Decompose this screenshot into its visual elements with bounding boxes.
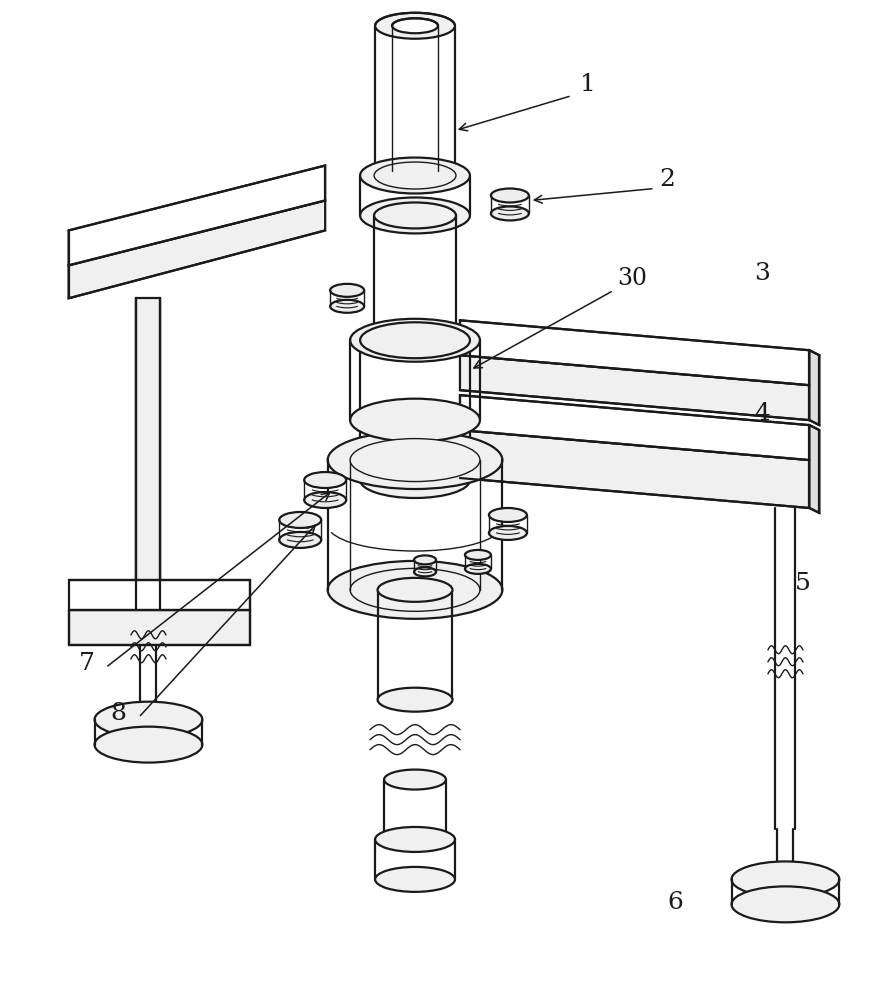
Ellipse shape [375,163,455,188]
Text: 6: 6 [668,891,684,914]
Ellipse shape [351,319,480,362]
Ellipse shape [94,727,202,763]
Text: 4: 4 [754,402,770,425]
Text: 3: 3 [754,262,770,285]
Text: 7: 7 [78,652,94,675]
Polygon shape [809,350,820,425]
Ellipse shape [732,861,840,897]
Ellipse shape [375,13,455,39]
Ellipse shape [328,431,502,489]
Polygon shape [460,395,809,460]
Ellipse shape [384,770,446,790]
Ellipse shape [378,688,453,712]
Ellipse shape [328,561,502,619]
Ellipse shape [374,327,456,353]
Text: 30: 30 [617,267,648,290]
Ellipse shape [279,532,321,548]
Polygon shape [460,430,809,508]
Ellipse shape [384,829,446,849]
Ellipse shape [489,508,527,522]
Polygon shape [69,580,250,610]
Text: 1: 1 [580,73,596,96]
Ellipse shape [360,462,470,498]
Ellipse shape [351,399,480,442]
Ellipse shape [375,867,455,892]
Ellipse shape [351,439,480,482]
Ellipse shape [94,702,202,738]
Ellipse shape [414,555,436,564]
Polygon shape [69,610,250,645]
Polygon shape [69,166,325,265]
Ellipse shape [360,197,470,233]
Ellipse shape [491,188,528,202]
Ellipse shape [465,564,491,574]
Ellipse shape [378,578,453,602]
Polygon shape [137,298,160,610]
Ellipse shape [732,886,840,922]
Ellipse shape [304,492,346,508]
Ellipse shape [360,322,470,358]
Ellipse shape [360,158,470,193]
Polygon shape [809,425,820,513]
Ellipse shape [375,827,455,852]
Ellipse shape [330,300,364,313]
Ellipse shape [351,568,480,611]
Text: 5: 5 [794,572,810,595]
Ellipse shape [330,284,364,297]
Polygon shape [69,200,325,298]
Ellipse shape [414,567,436,576]
Text: 2: 2 [659,168,676,191]
Ellipse shape [392,18,438,33]
Ellipse shape [489,526,527,540]
Ellipse shape [279,512,321,528]
Ellipse shape [304,472,346,488]
Ellipse shape [491,206,528,220]
Ellipse shape [374,162,456,189]
Ellipse shape [374,202,456,228]
Polygon shape [460,320,809,385]
Polygon shape [460,355,809,420]
Text: 8: 8 [111,702,126,725]
Ellipse shape [465,550,491,560]
